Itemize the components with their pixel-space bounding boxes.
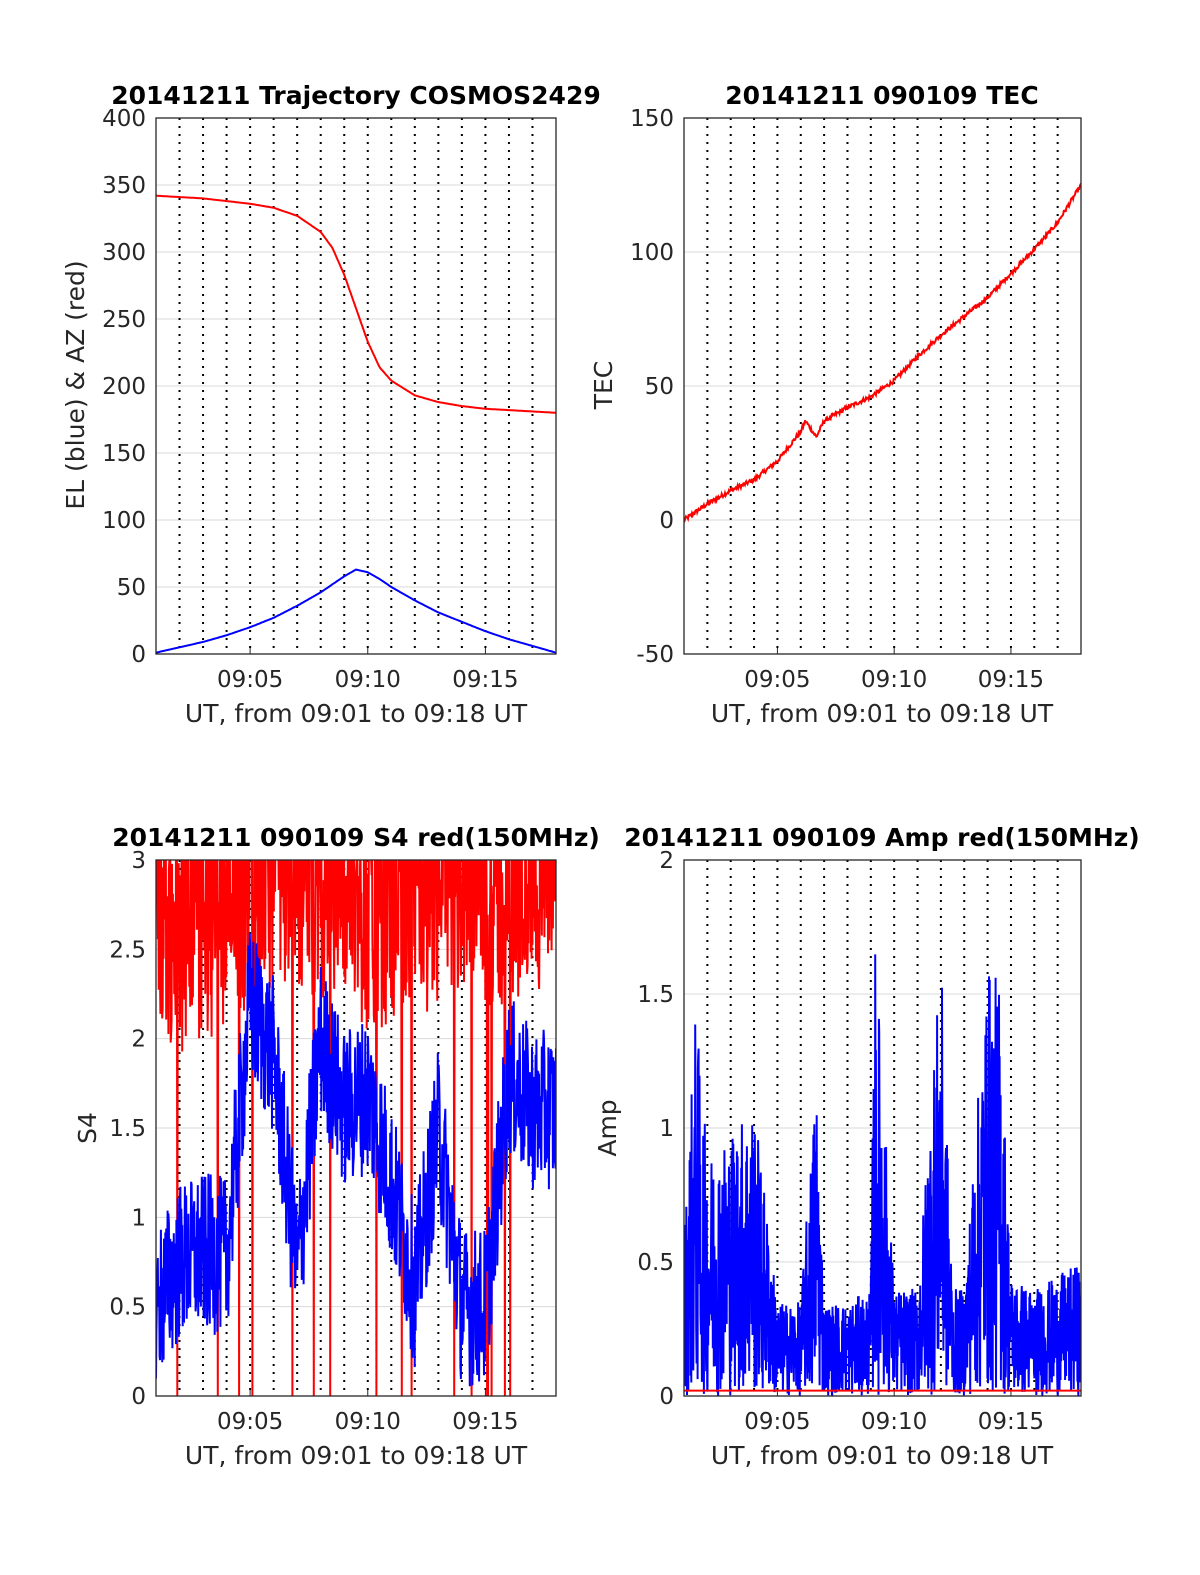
- series-line: [156, 568, 556, 654]
- y-axis-label: EL (blue) & AZ (red): [61, 260, 90, 509]
- x-tick-label: 09:10: [335, 667, 401, 693]
- y-tick-label: 2.5: [109, 937, 146, 963]
- y-tick-label: 350: [102, 173, 146, 199]
- x-tick-label: 09:15: [978, 667, 1044, 693]
- y-tick-label: 300: [102, 240, 146, 266]
- y-tick-label: 0.5: [109, 1295, 146, 1321]
- tec-panel: 20141211 090109 TEC TEC UT, from 09:01 t…: [589, 81, 1082, 728]
- series-line: [684, 954, 1081, 1396]
- y-tick-label: 1.5: [637, 982, 674, 1008]
- y-tick-label: 2: [131, 1027, 146, 1053]
- x-tick-label: 09:05: [217, 667, 283, 693]
- y-tick-label: 100: [630, 240, 674, 266]
- y-axis-label: S4: [73, 1112, 102, 1144]
- series-line: [156, 932, 556, 1387]
- plot-frame: [155, 859, 557, 1397]
- y-tick-label: 2: [659, 848, 674, 874]
- x-axis-label: UT, from 09:01 to 09:18 UT: [711, 1441, 1054, 1470]
- x-axis-label: UT, from 09:01 to 09:18 UT: [185, 1441, 528, 1470]
- y-tick-label: 1.5: [109, 1116, 146, 1142]
- x-tick-label: 09:15: [452, 1409, 518, 1435]
- x-tick-label: 09:05: [744, 1409, 810, 1435]
- trajectory-panel: 20141211 Trajectory COSMOS2429 EL (blue)…: [61, 81, 601, 728]
- y-tick-label: 0: [131, 642, 146, 668]
- x-tick-label: 09:15: [452, 667, 518, 693]
- y-tick-label: 400: [102, 106, 146, 132]
- y-tick-label: 150: [630, 106, 674, 132]
- y-tick-label: 1: [659, 1116, 674, 1142]
- y-tick-label: -50: [636, 642, 674, 668]
- series-line: [156, 194, 556, 414]
- y-tick-label: 0: [659, 508, 674, 534]
- x-tick-label: 09:05: [744, 667, 810, 693]
- y-tick-label: 50: [117, 575, 146, 601]
- y-tick-label: 0.5: [637, 1250, 674, 1276]
- x-tick-label: 09:10: [861, 667, 927, 693]
- y-tick-label: 150: [102, 441, 146, 467]
- y-tick-label: 3: [131, 848, 146, 874]
- chart-title: 20141211 090109 S4 red(150MHz): [112, 823, 600, 852]
- plot-frame: [683, 859, 1082, 1397]
- y-axis-label: Amp: [593, 1099, 622, 1156]
- plot-frame: [155, 117, 557, 655]
- chart-title: 20141211 090109 TEC: [725, 81, 1038, 110]
- x-axis-label: UT, from 09:01 to 09:18 UT: [185, 699, 528, 728]
- y-tick-label: 200: [102, 374, 146, 400]
- series-line: [684, 182, 1081, 523]
- y-tick-label: 0: [659, 1384, 674, 1410]
- x-tick-label: 09:05: [217, 1409, 283, 1435]
- y-tick-label: 250: [102, 307, 146, 333]
- s4-panel: 20141211 090109 S4 red(150MHz) S4 UT, fr…: [73, 823, 600, 1470]
- y-axis-label: TEC: [589, 361, 618, 411]
- series-line: [156, 860, 556, 1396]
- x-axis-label: UT, from 09:01 to 09:18 UT: [711, 699, 1054, 728]
- x-tick-label: 09:10: [335, 1409, 401, 1435]
- y-tick-label: 0: [131, 1384, 146, 1410]
- amp-panel: 20141211 090109 Amp red(150MHz) Amp UT, …: [593, 823, 1140, 1470]
- x-tick-label: 09:10: [861, 1409, 927, 1435]
- chart-title: 20141211 090109 Amp red(150MHz): [624, 823, 1140, 852]
- plot-frame: [683, 117, 1082, 655]
- y-tick-label: 1: [131, 1205, 146, 1231]
- y-tick-label: 50: [645, 374, 674, 400]
- chart-title: 20141211 Trajectory COSMOS2429: [111, 81, 601, 110]
- y-tick-label: 100: [102, 508, 146, 534]
- x-tick-label: 09:15: [978, 1409, 1044, 1435]
